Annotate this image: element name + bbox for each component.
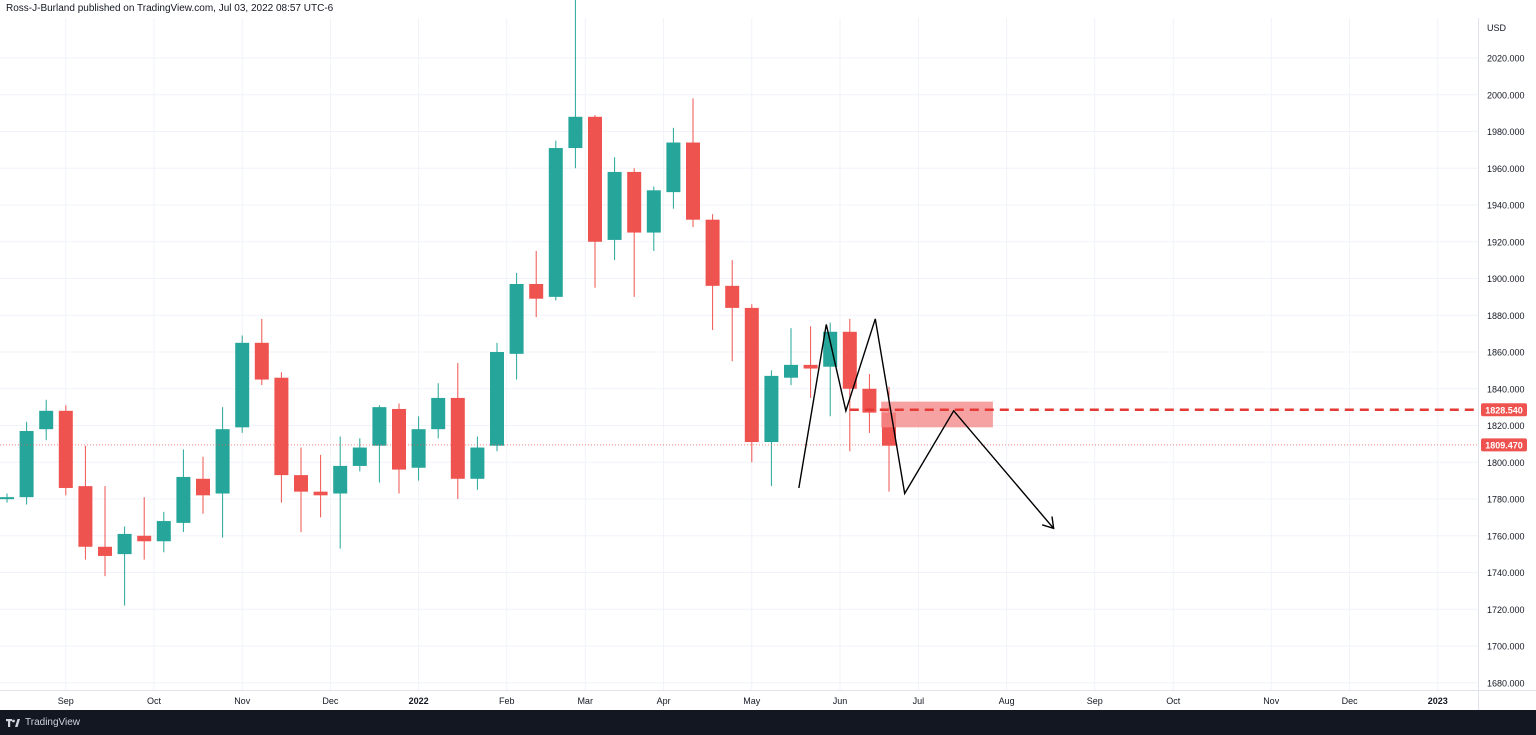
y-tick-label: 1760.000: [1487, 531, 1525, 541]
y-tick-label: 1700.000: [1487, 642, 1525, 652]
candles-layer: [0, 0, 896, 606]
candle-up[interactable]: [352, 447, 367, 466]
candle-up[interactable]: [372, 407, 387, 446]
time-axis[interactable]: Sep Oct Nov Dec 2022 Feb Mar Apr May Jun Jul Aug Sep…: [0, 690, 1536, 707]
y-tick-label: 1800.000: [1487, 458, 1525, 468]
x-tick-label: Oct: [1166, 696, 1181, 706]
candle-down[interactable]: [78, 486, 93, 547]
candle-up[interactable]: [19, 431, 34, 498]
x-tick-label: Jul: [913, 696, 925, 706]
x-tick-label: Mar: [577, 696, 593, 706]
price-axis[interactable]: 1680.000 1700.000 1720.000 1740.000 1760.000…: [1478, 18, 1528, 710]
candle-down[interactable]: [862, 388, 877, 413]
candle-up[interactable]: [235, 342, 250, 428]
projection-path[interactable]: [798, 318, 1055, 529]
candle-up[interactable]: [215, 429, 230, 494]
y-tick-label: 1720.000: [1487, 605, 1525, 615]
candle-up[interactable]: [764, 375, 779, 443]
y-tick-label: 1860.000: [1487, 348, 1525, 358]
y-tick-label: 2000.000: [1487, 90, 1525, 100]
candle-down[interactable]: [588, 116, 602, 242]
y-tick-label: 2020.000: [1487, 54, 1525, 64]
candle-up[interactable]: [490, 352, 504, 446]
x-tick-label: Feb: [499, 696, 515, 706]
candle-down[interactable]: [254, 342, 269, 380]
candle-down[interactable]: [529, 284, 544, 299]
candle-down[interactable]: [803, 364, 818, 369]
candle-down[interactable]: [137, 535, 152, 542]
candle-down[interactable]: [274, 377, 289, 476]
candle-up[interactable]: [607, 171, 622, 240]
y-tick-label: 1840.000: [1487, 384, 1525, 394]
y-tick-label: 1880.000: [1487, 311, 1525, 321]
candle-up[interactable]: [411, 429, 426, 468]
candle-up[interactable]: [784, 364, 798, 378]
candle-up[interactable]: [117, 533, 132, 555]
candle-down[interactable]: [294, 475, 308, 492]
y-tick-label: 1960.000: [1487, 164, 1525, 174]
candle-up[interactable]: [470, 447, 485, 479]
y-tick-label: 1980.000: [1487, 127, 1525, 137]
supply-zone-rect[interactable]: [881, 401, 993, 428]
candle-down[interactable]: [627, 171, 642, 233]
candle-up[interactable]: [666, 142, 681, 193]
y-tick-label: 1780.000: [1487, 495, 1525, 505]
candle-down[interactable]: [725, 285, 740, 308]
x-tick-label: Aug: [999, 696, 1015, 706]
x-tick-label: 2022: [409, 696, 429, 706]
x-tick-label: Nov: [1263, 696, 1280, 706]
x-tick-label: Jun: [833, 696, 848, 706]
candle-down[interactable]: [744, 307, 759, 443]
level-price-badge: 1828.540: [1485, 405, 1523, 415]
footer-bar: TradingView: [0, 710, 1536, 735]
candle-down[interactable]: [842, 331, 857, 389]
candle-up[interactable]: [646, 190, 661, 233]
x-tick-label: May: [743, 696, 761, 706]
x-tick-label: Nov: [234, 696, 251, 706]
footer-brand[interactable]: TradingView: [25, 717, 81, 728]
candle-down[interactable]: [98, 546, 112, 556]
candle-down[interactable]: [58, 410, 73, 488]
candle-up[interactable]: [431, 397, 446, 430]
y-tick-label: 1680.000: [1487, 678, 1525, 688]
arrow-head-icon: [1041, 516, 1055, 530]
y-tick-label: 1740.000: [1487, 568, 1525, 578]
candle-up[interactable]: [548, 148, 563, 297]
x-tick-label: Apr: [657, 696, 671, 706]
y-tick-label: 1820.000: [1487, 421, 1525, 431]
y-tick-label: 1900.000: [1487, 274, 1525, 284]
candle-down[interactable]: [392, 408, 406, 470]
candle-down[interactable]: [313, 491, 328, 496]
candle-up[interactable]: [176, 476, 191, 523]
current-price-badge-bg: [1481, 438, 1527, 452]
drawings-layer: [0, 318, 1478, 530]
candlestick-chart[interactable]: 1680.000 1700.000 1720.000 1740.000 1760.000…: [0, 0, 1536, 710]
candle-up[interactable]: [156, 521, 171, 542]
candle-up[interactable]: [568, 116, 583, 149]
y-tick-label: 1920.000: [1487, 237, 1525, 247]
candle-up[interactable]: [509, 284, 524, 354]
candle-down[interactable]: [196, 478, 210, 496]
x-tick-label: Oct: [147, 696, 162, 706]
candle-down[interactable]: [450, 397, 465, 479]
candle-up[interactable]: [0, 497, 14, 500]
x-tick-label: Dec: [1342, 696, 1359, 706]
x-tick-label: Sep: [1087, 696, 1103, 706]
publish-info: Ross-J-Burland published on TradingView.…: [6, 3, 334, 14]
level-price-badge-bg: [1481, 403, 1527, 417]
candle-down[interactable]: [686, 142, 700, 220]
x-tick-label: Dec: [322, 696, 339, 706]
current-price-badge: 1809.470: [1485, 440, 1523, 450]
y-tick-label: 1940.000: [1487, 201, 1525, 211]
currency-label: USD: [1487, 23, 1507, 33]
grid-lines: [0, 18, 1478, 690]
tradingview-logo-icon: [6, 718, 20, 728]
candle-up[interactable]: [333, 465, 348, 494]
candle-down[interactable]: [705, 219, 720, 286]
x-tick-label: Sep: [58, 696, 74, 706]
x-tick-label: 2023: [1428, 696, 1448, 706]
candle-up[interactable]: [39, 410, 54, 430]
